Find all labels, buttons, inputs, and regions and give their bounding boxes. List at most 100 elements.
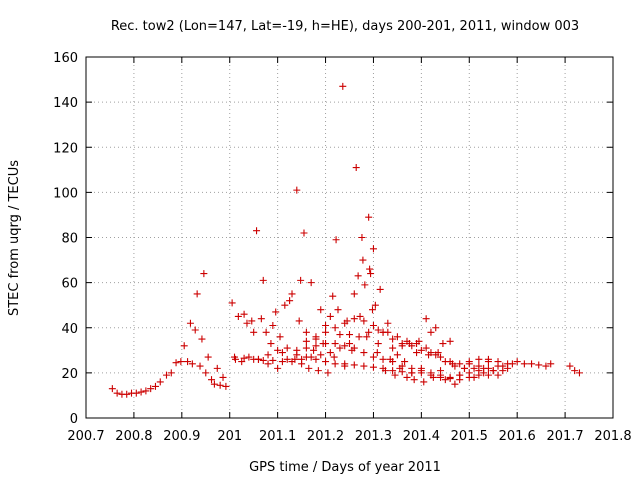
data-point	[456, 360, 464, 368]
data-point	[542, 362, 550, 370]
y-tick-label: 0	[70, 412, 78, 427]
data-point	[228, 299, 236, 307]
data-point	[369, 363, 377, 371]
data-point	[167, 369, 175, 377]
data-point	[219, 373, 227, 381]
data-point	[288, 290, 296, 298]
data-point	[322, 321, 330, 329]
data-point	[317, 351, 325, 359]
data-point	[446, 375, 454, 383]
data-point	[222, 382, 230, 390]
data-point	[535, 361, 543, 369]
data-point	[499, 367, 507, 375]
data-point	[366, 265, 374, 273]
data-point	[489, 367, 497, 375]
data-point	[132, 389, 140, 397]
data-point	[422, 315, 430, 323]
data-point	[326, 312, 334, 320]
data-point	[494, 358, 502, 366]
data-point	[312, 355, 320, 363]
data-point	[484, 355, 492, 363]
data-point	[276, 333, 284, 341]
data-point	[379, 328, 387, 336]
data-point	[180, 342, 188, 350]
data-point	[322, 340, 330, 348]
data-point	[240, 310, 248, 318]
data-point	[278, 349, 286, 357]
data-point	[363, 333, 371, 341]
data-point	[465, 358, 473, 366]
data-point	[547, 360, 555, 368]
data-point	[358, 234, 366, 241]
data-point	[307, 279, 315, 287]
data-point	[305, 364, 313, 372]
data-point	[475, 355, 483, 363]
data-point	[494, 371, 502, 379]
data-point	[257, 315, 265, 323]
data-point	[213, 364, 221, 372]
x-tick-label: 201.2	[307, 429, 344, 444]
data-point	[330, 353, 338, 361]
data-point	[283, 355, 291, 363]
data-point	[369, 245, 377, 253]
data-point	[432, 351, 440, 359]
data-point	[368, 306, 376, 314]
x-tick-label: 201.6	[499, 429, 536, 444]
data-point	[202, 369, 210, 377]
data-point	[373, 349, 381, 357]
data-point	[234, 312, 242, 320]
data-point	[408, 369, 416, 377]
data-point	[156, 378, 164, 386]
data-point	[417, 369, 425, 377]
y-tick-label: 120	[53, 141, 78, 156]
data-point	[369, 321, 377, 329]
data-point	[384, 319, 392, 327]
data-point	[326, 349, 334, 357]
data-point	[356, 312, 364, 320]
y-tick-label: 20	[61, 367, 78, 382]
data-point	[341, 319, 349, 327]
data-point	[350, 344, 358, 352]
data-point	[513, 358, 521, 366]
data-point	[210, 380, 218, 388]
data-point	[566, 362, 574, 370]
data-point	[336, 331, 344, 339]
data-point	[312, 333, 320, 341]
data-point	[460, 364, 468, 372]
data-point	[456, 376, 464, 384]
data-point	[267, 340, 275, 348]
data-point	[446, 358, 454, 366]
data-point	[281, 301, 289, 309]
data-point	[470, 364, 478, 372]
data-point	[186, 319, 194, 327]
data-point	[439, 340, 447, 348]
data-point	[341, 342, 349, 350]
data-point	[269, 356, 277, 364]
data-point	[297, 276, 305, 284]
data-point	[484, 364, 492, 372]
data-point	[403, 337, 411, 345]
data-point	[113, 389, 121, 397]
data-point	[295, 317, 303, 325]
data-point	[253, 227, 261, 235]
data-point	[302, 344, 310, 352]
data-point	[528, 360, 536, 368]
data-point	[293, 351, 301, 359]
data-point	[398, 340, 406, 348]
data-point	[332, 236, 340, 244]
data-point	[208, 376, 216, 384]
data-point	[355, 333, 363, 341]
data-point	[420, 378, 428, 386]
data-point	[446, 337, 454, 345]
data-point	[403, 373, 411, 381]
data-point	[324, 369, 332, 377]
data-point	[341, 360, 349, 368]
data-point	[196, 362, 204, 370]
data-point	[254, 355, 262, 363]
data-point	[162, 371, 170, 379]
data-point	[300, 229, 308, 237]
x-tick-label: 201.1	[259, 429, 296, 444]
data-point	[451, 380, 459, 388]
data-point	[142, 387, 150, 395]
x-tick-label: 201.3	[355, 429, 392, 444]
